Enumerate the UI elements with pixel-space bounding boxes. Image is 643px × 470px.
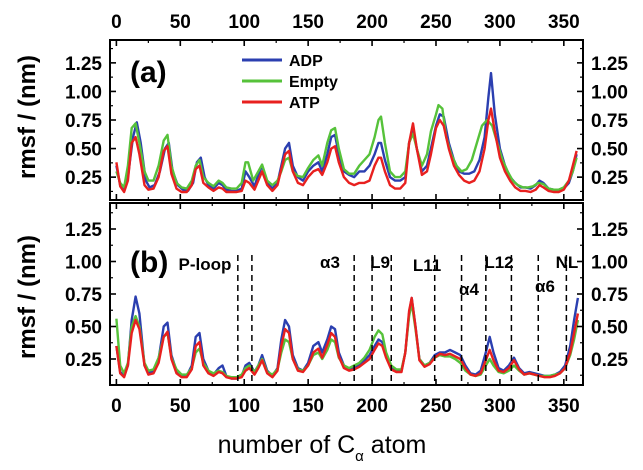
x-axis-title: number of Cα atom xyxy=(218,431,427,465)
x-axis-title-main: number of C xyxy=(218,431,356,459)
ytick-label-left: 0.50 xyxy=(65,318,102,339)
ytick-label-left: 1.00 xyxy=(65,253,102,274)
legend-label-atp: ATP xyxy=(289,95,320,112)
ytick-label-left: 0.25 xyxy=(65,350,102,371)
ytick-label-right: 1.00 xyxy=(591,253,628,274)
ytick-label-right: 0.75 xyxy=(591,285,628,306)
series-line-atp-panel-a xyxy=(115,107,578,194)
annotation-label-NL: NL xyxy=(556,253,579,272)
ytick-label-right: 0.50 xyxy=(591,318,628,339)
panel-b-lines xyxy=(115,295,580,380)
panel-b-annotation-lines xyxy=(237,255,568,383)
xtick-label-bottom: 300 xyxy=(484,396,516,417)
ytick-label-left: 1.00 xyxy=(65,82,102,103)
ytick-label-left: 0.75 xyxy=(65,111,102,132)
legend-label-adp: ADP xyxy=(289,53,323,70)
annotation-label-L12: L12 xyxy=(484,253,513,272)
y-axis-title-panel-a: rmsf / (nm) xyxy=(14,55,41,179)
xtick-label-bottom: 200 xyxy=(356,396,388,417)
panel-a-ytick-labels-right: 0.25 0.50 0.75 1.00 1.25 xyxy=(591,54,628,189)
xtick-label-top: 200 xyxy=(356,12,388,33)
panel-a: 0.25 0.50 0.75 1.00 1.25 0.25 0.50 0.75 1.00 1.2… xyxy=(65,39,628,201)
annotation-label-α3: α3 xyxy=(320,253,340,272)
xtick-label-bottom: 250 xyxy=(420,396,452,417)
ytick-label-left: 0.25 xyxy=(65,168,102,189)
xtick-label-top: 300 xyxy=(484,12,516,33)
ytick-label-right: 1.00 xyxy=(591,82,628,103)
xtick-label-bottom: 0 xyxy=(111,396,122,417)
xtick-label-top: 50 xyxy=(170,12,191,33)
panel-b-ytick-labels-right: 0.25 0.50 0.75 1.00 1.25 xyxy=(591,220,628,371)
xtick-label-top: 100 xyxy=(228,12,260,33)
panel-a-ticks xyxy=(110,40,583,200)
ytick-label-right: 1.25 xyxy=(591,54,628,75)
xtick-label-top: 150 xyxy=(292,12,324,33)
panel-a-lines xyxy=(115,71,578,194)
panel-b-label: (b) xyxy=(130,246,168,279)
xtick-label-top: 250 xyxy=(420,12,452,33)
panel-b-ytick-labels-left: 0.25 0.50 0.75 1.00 1.25 xyxy=(65,220,102,371)
ytick-label-right: 0.25 xyxy=(591,350,628,371)
xtick-label-bottom: 350 xyxy=(548,396,580,417)
xtick-label-bottom: 100 xyxy=(228,396,260,417)
panel-b-ticks xyxy=(110,203,583,385)
legend: ADP Empty ATP xyxy=(242,53,338,112)
annotation-label-α4: α4 xyxy=(459,280,479,299)
xtick-label-bottom: 150 xyxy=(292,396,324,417)
ytick-label-left: 0.75 xyxy=(65,285,102,306)
x-axis-title-subscript: α xyxy=(355,448,364,465)
series-line-atp-panel-b xyxy=(115,296,580,380)
ytick-label-right: 0.75 xyxy=(591,111,628,132)
top-xtick-labels: 0 50 100 150 200 250 300 350 xyxy=(111,12,580,33)
panel-a-label: (a) xyxy=(130,56,167,89)
ytick-label-left: 1.25 xyxy=(65,220,102,241)
legend-label-empty: Empty xyxy=(289,74,338,91)
bottom-xtick-labels: 0 50 100 150 200 250 300 350 xyxy=(111,396,580,417)
y-axis-title-panel-b: rmsf / (nm) xyxy=(14,235,41,359)
panel-b: 0.25 0.50 0.75 1.00 1.25 0.25 0.50 0.75 1.00 1.2… xyxy=(65,202,628,386)
ytick-label-right: 1.25 xyxy=(591,220,628,241)
annotation-label-L11: L11 xyxy=(413,256,441,275)
xtick-label-top: 350 xyxy=(548,12,580,33)
annotation-label-L9: L9 xyxy=(370,253,390,272)
ytick-label-right: 0.25 xyxy=(591,168,628,189)
x-axis-title-suffix: atom xyxy=(364,431,427,459)
xtick-label-top: 0 xyxy=(111,12,122,33)
ytick-label-right: 0.50 xyxy=(591,140,628,161)
annotation-label-α6: α6 xyxy=(535,277,555,296)
panel-a-ytick-labels-left: 0.25 0.50 0.75 1.00 1.25 xyxy=(65,54,102,189)
ytick-label-left: 0.50 xyxy=(65,140,102,161)
annotation-label-P-loop: P-loop xyxy=(179,255,232,274)
xtick-label-bottom: 50 xyxy=(170,396,191,417)
ytick-label-left: 1.25 xyxy=(65,54,102,75)
